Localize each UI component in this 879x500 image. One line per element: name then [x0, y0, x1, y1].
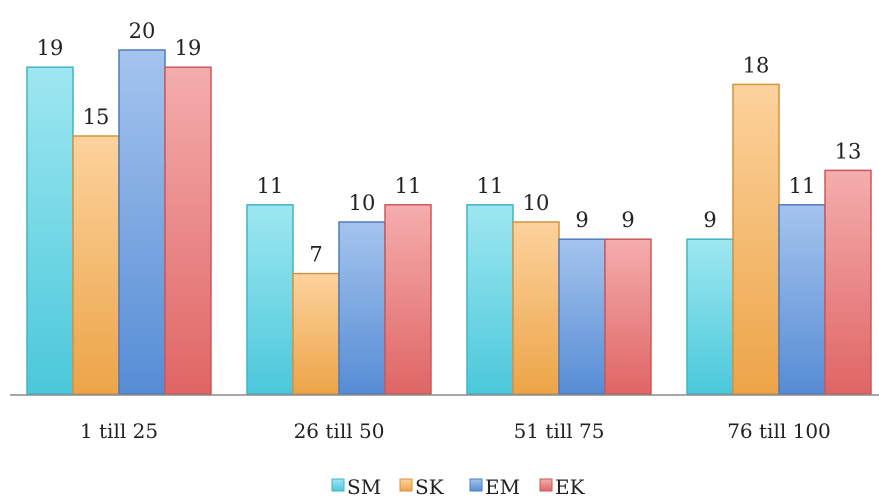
- value-label-sm-4: 9: [703, 208, 716, 232]
- category-label-4: 76 till 100: [727, 419, 831, 443]
- value-label-sk-3: 10: [523, 191, 550, 215]
- bar-sk-3: [512, 221, 560, 395]
- legend-swatch-sm: [331, 478, 345, 492]
- bar-ek-1: [164, 66, 212, 395]
- value-label-sk-4: 18: [743, 53, 770, 77]
- bar-sm-3: [466, 204, 514, 395]
- bar-sk-1: [72, 135, 120, 395]
- category-label-2: 26 till 50: [294, 419, 385, 443]
- value-label-ek-2: 11: [395, 174, 422, 198]
- legend-swatch-sk: [399, 478, 413, 492]
- bar-em-2: [338, 221, 386, 395]
- value-label-ek-3: 9: [621, 208, 634, 232]
- bar-em-3: [558, 238, 606, 395]
- legend-swatch-ek: [539, 478, 553, 492]
- legend-label-sk: SK: [415, 475, 445, 499]
- bars-group: [26, 49, 872, 395]
- bar-ek-2: [384, 204, 432, 395]
- legend-swatch-em: [469, 478, 483, 492]
- value-label-em-3: 9: [575, 208, 588, 232]
- value-label-em-2: 10: [349, 191, 376, 215]
- value-label-sm-1: 19: [37, 36, 64, 60]
- bar-em-1: [118, 49, 166, 395]
- bar-ek-3: [604, 238, 652, 395]
- legend: SM SK EM EK: [331, 475, 586, 499]
- bar-sk-2: [292, 272, 340, 395]
- value-label-sk-2: 7: [309, 243, 322, 267]
- category-label-1: 1 till 25: [80, 419, 158, 443]
- value-label-sk-1: 15: [83, 105, 110, 129]
- value-label-ek-1: 19: [175, 36, 202, 60]
- legend-label-ek: EK: [555, 475, 586, 499]
- value-label-ek-4: 13: [835, 139, 862, 163]
- bar-sm-1: [26, 66, 74, 395]
- legend-label-sm: SM: [347, 475, 381, 499]
- bar-sm-2: [246, 204, 294, 395]
- value-label-sm-2: 11: [257, 174, 284, 198]
- bar-sk-4: [732, 83, 780, 395]
- bar-em-4: [778, 204, 826, 395]
- value-labels-group: 19 11 11 9 15 7 10 18 20 10 9 11 19 11 9 13: [37, 19, 862, 267]
- bar-ek-4: [824, 169, 872, 395]
- legend-label-em: EM: [485, 475, 520, 499]
- value-label-em-4: 11: [789, 174, 816, 198]
- category-label-3: 51 till 75: [514, 419, 605, 443]
- bar-sm-4: [686, 238, 734, 395]
- category-labels-group: 1 till 25 26 till 50 51 till 75 76 till 100: [80, 419, 831, 443]
- value-label-sm-3: 11: [477, 174, 504, 198]
- value-label-em-1: 20: [129, 19, 156, 43]
